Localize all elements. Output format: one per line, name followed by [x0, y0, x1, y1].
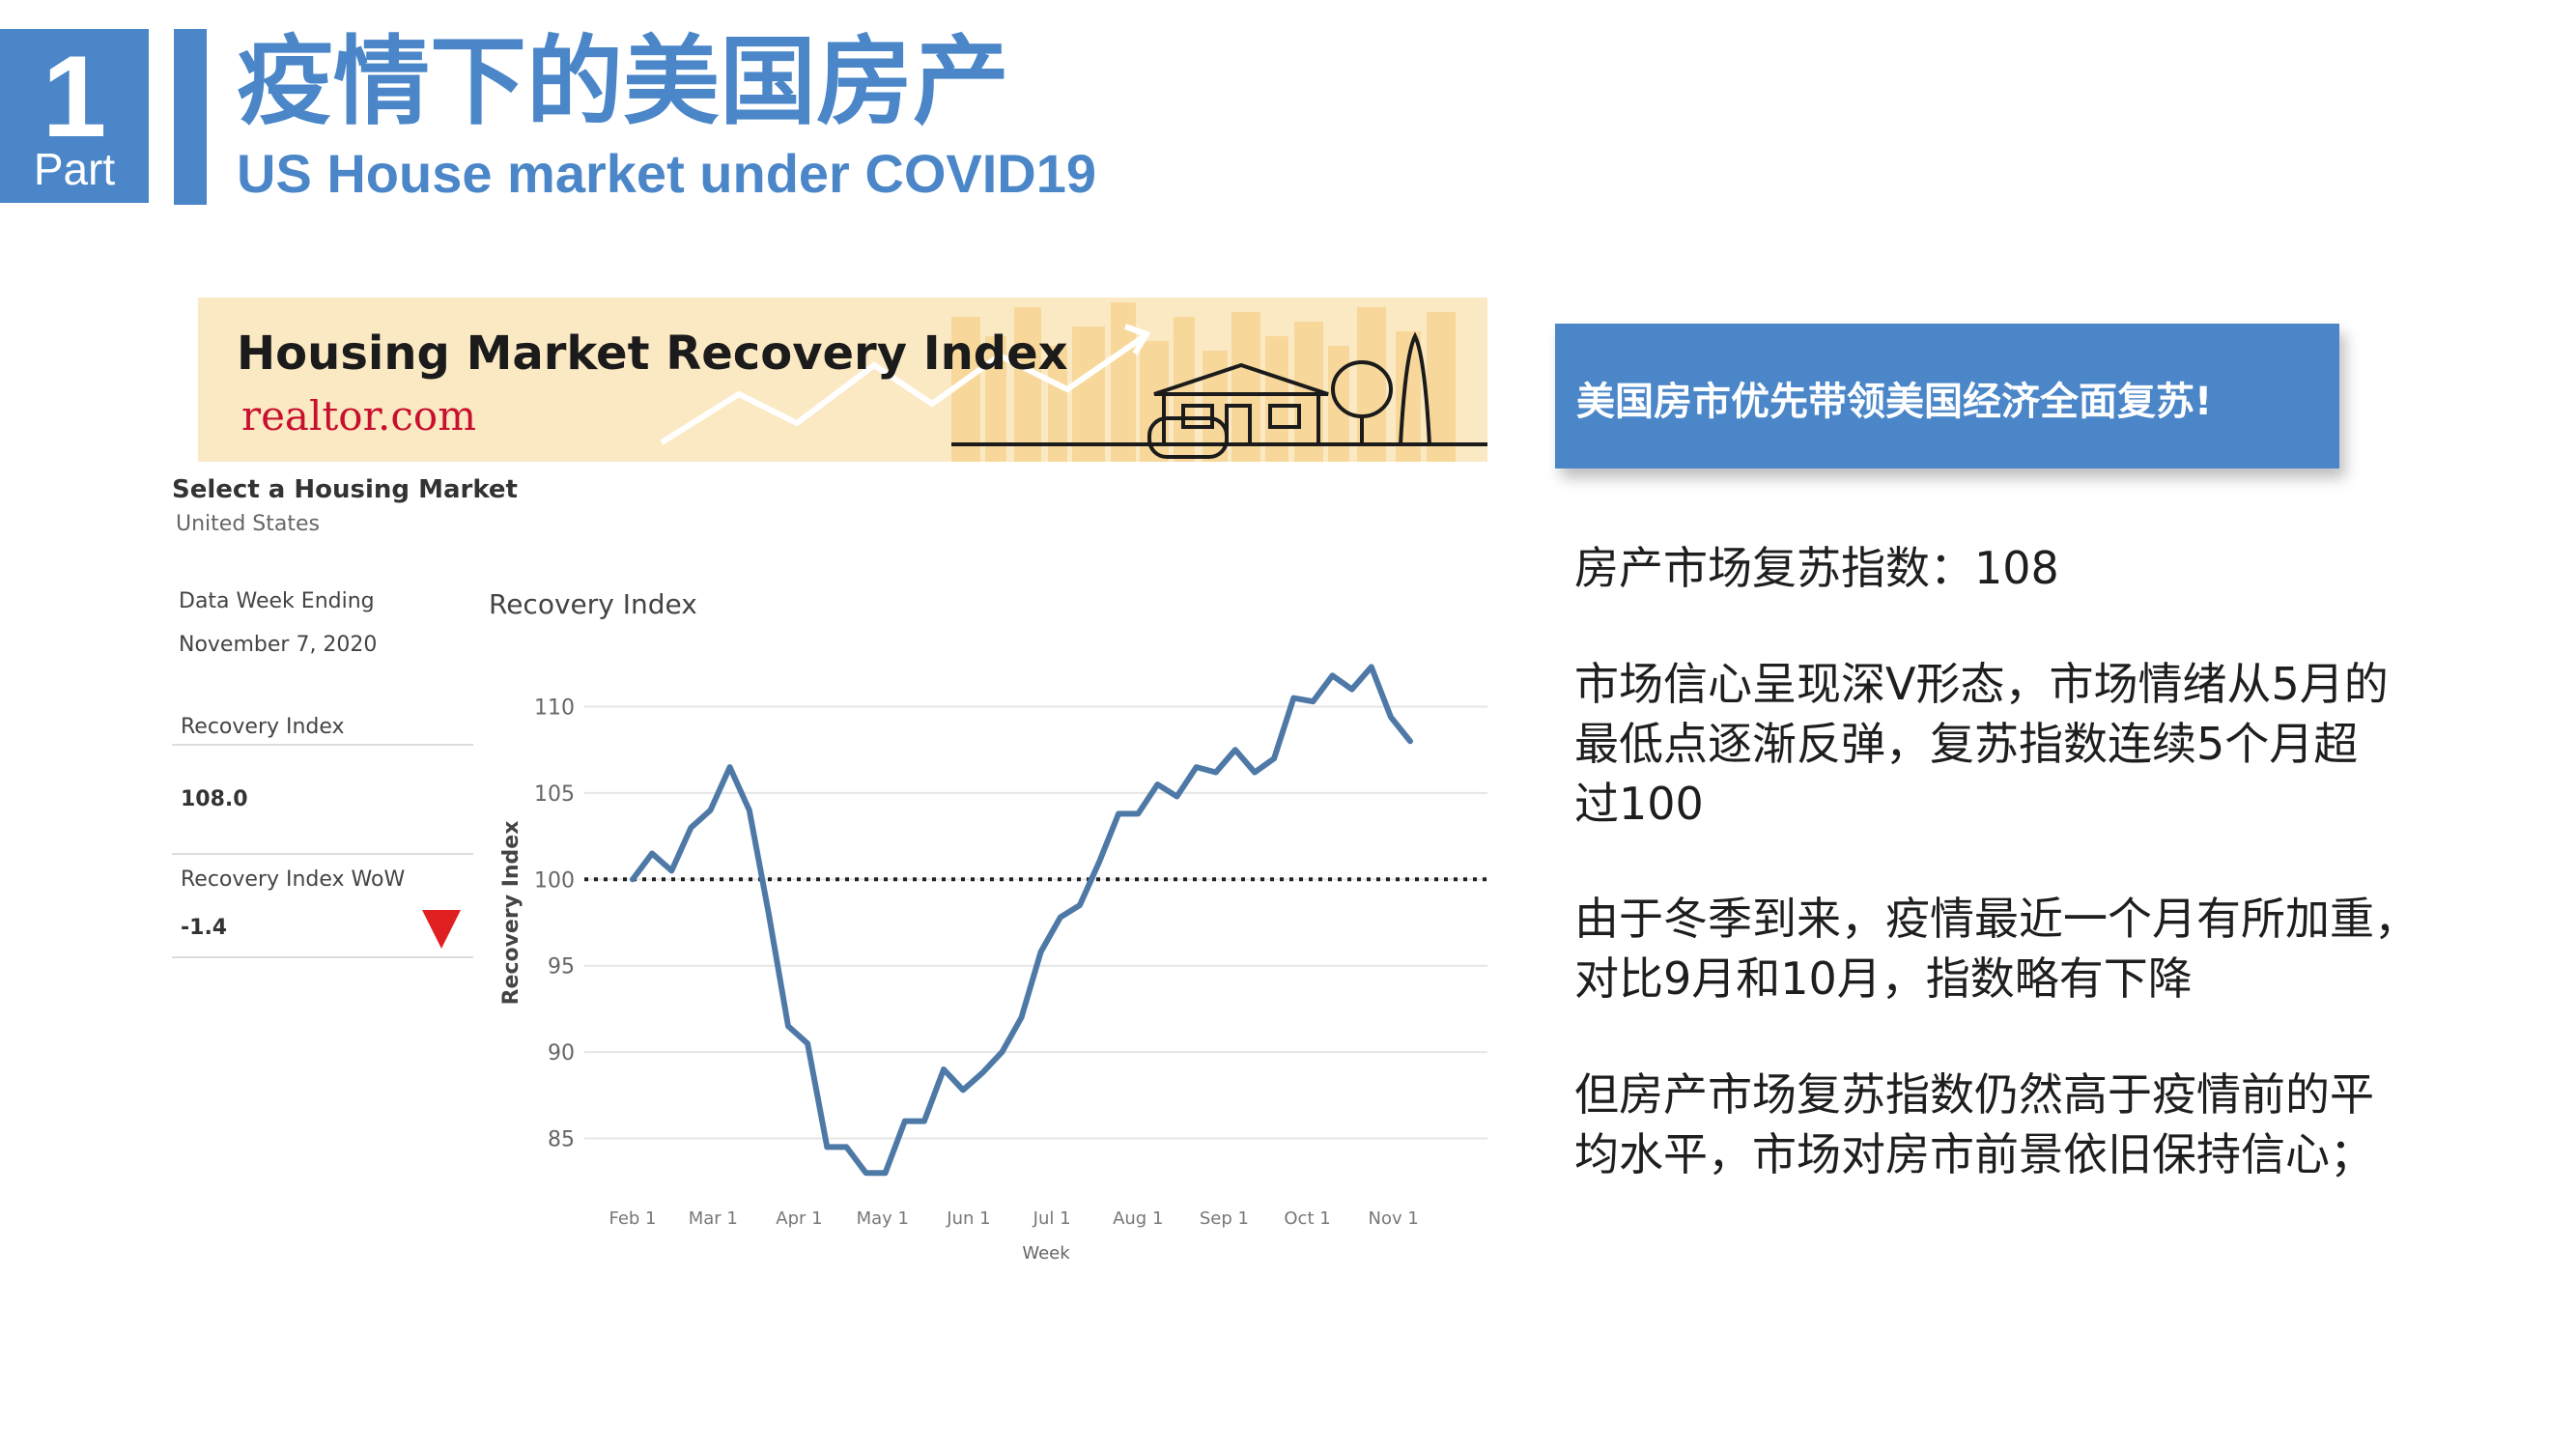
x-axis-label: Week: [1022, 1243, 1070, 1264]
divider: [172, 956, 473, 958]
x-tick-label: Apr 1: [776, 1208, 822, 1229]
paragraph-confidence-line-1: 但房产市场复苏指数仍然高于疫情前的平: [1574, 1068, 2374, 1121]
x-tick-label: Jun 1: [946, 1208, 990, 1229]
part-number: 1: [42, 32, 107, 161]
paragraph-winter-line-1: 由于冬季到来，疫情最近一个月有所加重，: [1574, 893, 2419, 945]
callout-text: 美国房市优先带领美国经济全面复苏!: [1576, 380, 2213, 424]
part-badge: 1 Part: [0, 29, 149, 203]
x-tick-label: Feb 1: [609, 1208, 656, 1229]
divider: [172, 853, 473, 855]
housing-banner: Housing Market Recovery Index realtor.co…: [198, 298, 1487, 462]
y-tick-label: 105: [534, 782, 575, 807]
y-tick-label: 90: [548, 1041, 575, 1065]
paragraph-v-shape-line-2: 最低点逐渐反弹，复苏指数连续5个月超: [1574, 718, 2359, 770]
recovery-index-label: Recovery Index: [181, 715, 345, 739]
page-subtitle: US House market under COVID19: [237, 143, 1097, 204]
part-label: Part: [33, 144, 116, 194]
y-tick-label: 100: [534, 868, 575, 893]
y-tick-label: 110: [534, 696, 575, 721]
paragraph-winter-line-2: 对比9月和10月，指数略有下降: [1574, 952, 2193, 1005]
wow-value: -1.4: [181, 916, 228, 940]
recovery-index-chart: Recovery Index Recovery Index Week 85 90 9…: [489, 588, 1487, 1264]
x-tick-label: Aug 1: [1113, 1208, 1163, 1229]
recovery-index-statement: 房产市场复苏指数：108: [1574, 542, 2059, 594]
paragraph-v-shape-line-3: 过100: [1574, 778, 1704, 830]
y-axis-label: Recovery Index: [499, 821, 524, 1006]
y-tick-label: 95: [548, 955, 575, 980]
realtor-logo: realtor.com: [241, 392, 477, 440]
title-accent-bar: [174, 29, 207, 205]
y-tick-label: 85: [548, 1127, 575, 1151]
headline-callout: 美国房市优先带领美国经济全面复苏!: [1555, 324, 2339, 469]
x-tick-label: Mar 1: [689, 1208, 738, 1229]
x-tick-label: May 1: [857, 1208, 909, 1229]
banner-skyline-illustration: [660, 302, 1487, 462]
x-tick-label: Nov 1: [1369, 1208, 1419, 1229]
select-market-label: Select a Housing Market: [172, 475, 518, 504]
select-market-value[interactable]: United States: [176, 512, 320, 536]
recovery-index-value: 108.0: [181, 787, 248, 811]
down-arrow-icon: [422, 910, 461, 949]
recovery-index-series-line: [630, 664, 1413, 1177]
page-title: 疫情下的美国房产: [237, 25, 1009, 138]
divider: [172, 744, 473, 746]
chart-title: Recovery Index: [489, 588, 697, 620]
x-tick-label: Sep 1: [1200, 1208, 1249, 1229]
paragraph-v-shape-line-1: 市场信心呈现深V形态，市场情绪从5月的: [1574, 658, 2389, 710]
wow-label: Recovery Index WoW: [181, 867, 406, 892]
data-week-value: November 7, 2020: [179, 633, 378, 657]
banner-title: Housing Market Recovery Index: [237, 327, 1068, 381]
data-week-label: Data Week Ending: [179, 589, 375, 613]
x-tick-label: Oct 1: [1284, 1208, 1330, 1229]
paragraph-confidence-line-2: 均水平，市场对房市前景依旧保持信心；: [1574, 1128, 2374, 1180]
x-tick-label: Jul 1: [1033, 1208, 1071, 1229]
